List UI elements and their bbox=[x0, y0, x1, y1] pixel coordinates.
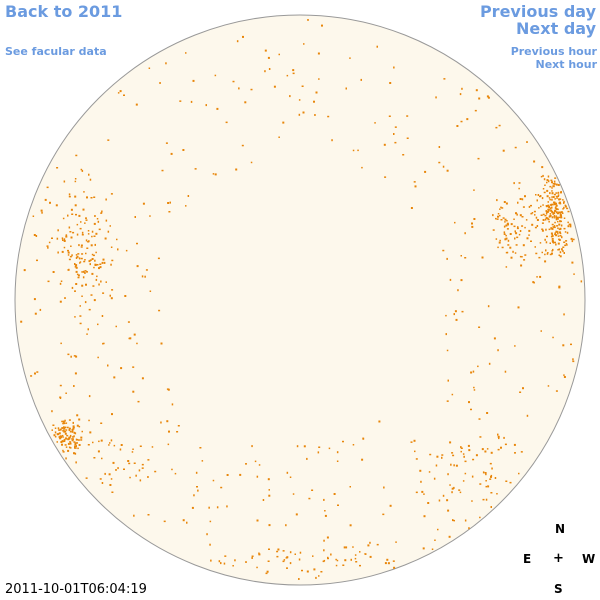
compass-west-label: W bbox=[582, 552, 596, 566]
compass-center-mark: + bbox=[553, 551, 564, 566]
active-region-features bbox=[20, 19, 583, 580]
previous-day-link[interactable]: Previous day bbox=[479, 2, 596, 21]
compass-south-label: S bbox=[554, 582, 563, 596]
back-to-year-link[interactable]: Back to 2011 bbox=[5, 2, 123, 21]
compass-east-label: E bbox=[523, 552, 532, 566]
solar-disk bbox=[14, 14, 586, 586]
compass-north-label: N bbox=[555, 522, 566, 536]
next-hour-link[interactable]: Next hour bbox=[535, 58, 598, 71]
next-day-link[interactable]: Next day bbox=[516, 19, 596, 38]
see-facular-data-link[interactable]: See facular data bbox=[5, 45, 107, 58]
observation-timestamp: 2011-10-01T06:04:19 bbox=[5, 582, 147, 597]
previous-hour-link[interactable]: Previous hour bbox=[510, 45, 597, 58]
